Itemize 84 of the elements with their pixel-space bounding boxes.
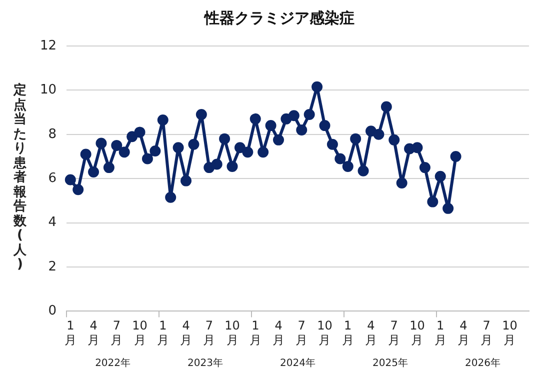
point [342, 160, 354, 172]
point [211, 158, 222, 170]
point [319, 120, 330, 132]
point [96, 138, 107, 149]
x-tick-label: 10月 [502, 318, 518, 347]
point [442, 202, 454, 214]
x-tick-label: 1月 [434, 318, 446, 347]
point [204, 162, 215, 174]
y-tick-label: 8 [48, 126, 57, 142]
y-tick-label: 10 [40, 82, 57, 98]
point [134, 126, 146, 138]
point [234, 142, 246, 154]
text: 2026年 [465, 356, 500, 369]
point [111, 140, 122, 151]
x-tick-label: 1月 [156, 318, 169, 347]
point [427, 196, 438, 208]
point [288, 110, 300, 122]
x-tick-label: 1月 [64, 318, 76, 347]
point [126, 131, 138, 142]
x-tick-label: 7月 [203, 318, 216, 347]
point [373, 128, 384, 140]
text: 定点当たり患者報告数(人) [14, 83, 26, 272]
point [304, 109, 315, 120]
point [258, 146, 269, 158]
point [396, 178, 408, 189]
x-tick-label: 10月 [224, 318, 240, 347]
x-tick-label: 7月 [480, 318, 493, 347]
point [273, 134, 284, 146]
x-tick-label: 4月 [88, 318, 100, 347]
x-tick-label: 1月 [249, 318, 262, 347]
point [72, 184, 84, 196]
point [412, 142, 423, 154]
x-tick-label: 7月 [110, 318, 123, 347]
point [312, 81, 323, 92]
point [450, 151, 462, 162]
text: 2022年 [95, 356, 131, 369]
x-tick-label: 1月 [342, 318, 354, 347]
y-tick-label: 2 [48, 259, 57, 274]
point [419, 162, 430, 174]
point [280, 113, 292, 124]
point [334, 153, 346, 164]
point [64, 174, 76, 186]
point [242, 146, 254, 158]
point [196, 109, 207, 120]
point [172, 142, 184, 154]
point [388, 134, 400, 146]
point [434, 170, 446, 182]
point [180, 175, 192, 186]
point [219, 133, 230, 144]
x-tick-label: 4月 [272, 318, 284, 347]
point [103, 162, 114, 174]
x-tick-label: 4月 [180, 318, 192, 347]
point [365, 126, 376, 137]
point [350, 133, 362, 144]
y-tick-label: 6 [48, 170, 57, 186]
point [157, 114, 168, 126]
point [88, 166, 100, 178]
text: 2025年 [372, 356, 408, 369]
point [188, 138, 200, 150]
point [80, 148, 92, 160]
point [142, 153, 153, 164]
x-tick-label: 10月 [317, 318, 332, 347]
text: 2024年 [280, 356, 316, 369]
point [226, 160, 238, 172]
x-tick-label: 10月 [132, 318, 148, 347]
point [380, 101, 392, 112]
point [296, 124, 308, 136]
point [118, 146, 130, 158]
x-tick-label: 4月 [457, 318, 470, 347]
point [326, 138, 338, 150]
y-tick-label: 12 [40, 38, 57, 54]
x-tick-label: 4月 [364, 318, 377, 347]
x-tick-label: 10月 [410, 318, 425, 347]
y-tick-label: 4 [48, 215, 57, 230]
point [150, 145, 161, 156]
chart-title: 性器クラミジア感染症 [204, 8, 354, 27]
point [358, 165, 369, 176]
text: 2023年 [188, 356, 224, 369]
x-tick-label: 7月 [296, 318, 308, 347]
point [265, 120, 276, 132]
x-tick-label: 7月 [388, 318, 400, 347]
point [165, 192, 176, 203]
point [250, 113, 261, 124]
y-tick-label: 0 [48, 304, 57, 319]
